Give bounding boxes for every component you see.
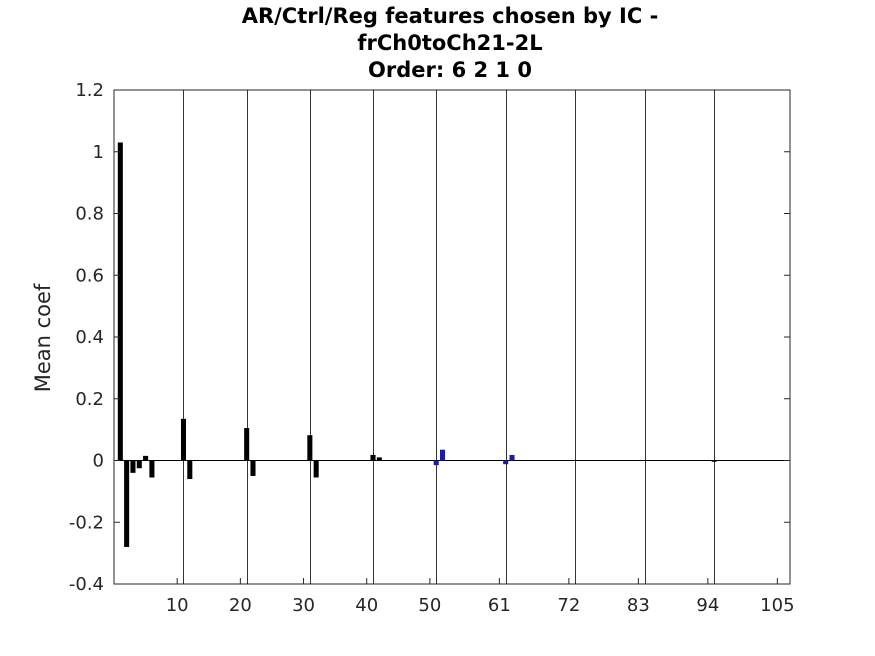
x-tick-label: 40 (355, 595, 378, 616)
title-line-2: frCh0toCh21-2L (357, 31, 542, 55)
bar-s1-52 (439, 449, 446, 461)
x-tick-label: 72 (557, 595, 580, 616)
y-tick-label: 1 (93, 142, 104, 163)
y-tick-label: -0.2 (69, 512, 104, 533)
bar-s0-12 (187, 460, 193, 480)
bar-s1-62 (503, 460, 509, 465)
y-tick-label: 0.8 (75, 204, 104, 225)
y-tick-label: -0.4 (69, 574, 104, 595)
y-tick-label: 1.2 (75, 80, 104, 101)
x-tick-label: 10 (166, 595, 189, 616)
bar-s0-31 (307, 435, 313, 461)
bar-s0-95 (711, 460, 717, 462)
plot-frame (113, 89, 791, 585)
x-tick-label: 61 (488, 595, 511, 616)
bar-s0-42 (376, 457, 382, 461)
y-tick-label: 0.6 (75, 265, 104, 286)
bar-s0-21 (244, 428, 250, 461)
bar-s0-4 (136, 460, 142, 469)
y-tick-label: 0.2 (75, 389, 104, 410)
x-tick-label: 20 (229, 595, 252, 616)
y-axis-label: Mean coef (31, 283, 55, 392)
x-tick-label: 94 (696, 595, 719, 616)
x-tick-label: 83 (627, 595, 650, 616)
y-tick-label: 0 (93, 451, 104, 472)
bar-s0-2 (124, 460, 130, 547)
bar-s0-32 (313, 460, 319, 478)
title-line-3: Order: 6 2 1 0 (368, 58, 532, 82)
bar-s1-63 (509, 454, 515, 461)
chart-title: AR/Ctrl/Reg features chosen by IC - frCh… (242, 4, 659, 82)
bar-s0-6 (149, 460, 155, 478)
bar-s0-41 (370, 454, 376, 461)
x-tick-label: 30 (292, 595, 315, 616)
bar-s1-51 (433, 460, 439, 466)
bar-s0-3 (130, 460, 136, 473)
bar-s0-1 (117, 142, 123, 461)
x-tick-label: 105 (760, 595, 794, 616)
bar-s0-22 (250, 460, 256, 476)
title-line-1: AR/Ctrl/Reg features chosen by IC - (242, 4, 659, 28)
y-tick-label: 0.4 (75, 327, 104, 348)
x-tick-label: 50 (418, 595, 441, 616)
bar-s0-11 (180, 418, 187, 461)
bar-s0-5 (143, 455, 149, 461)
